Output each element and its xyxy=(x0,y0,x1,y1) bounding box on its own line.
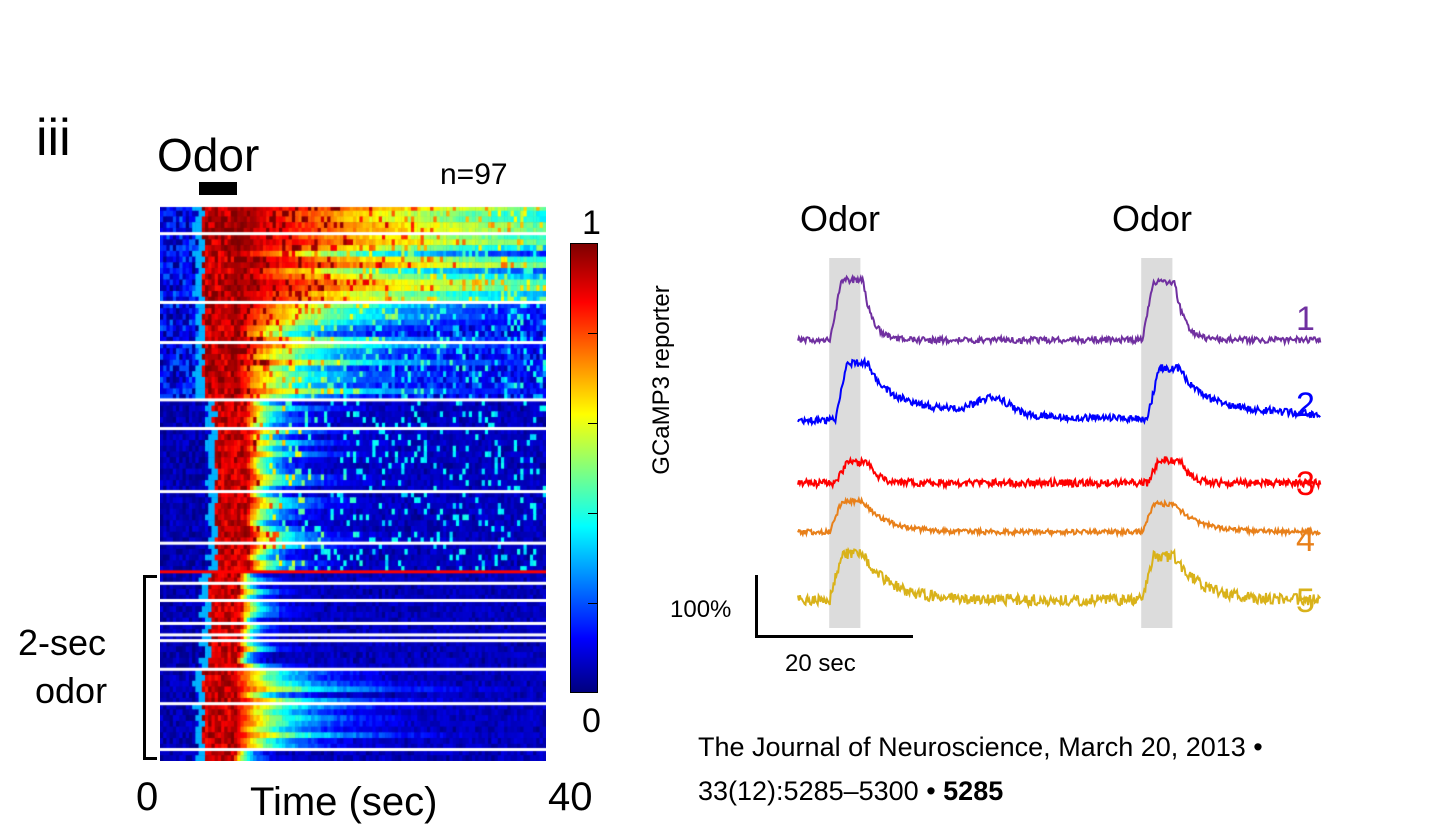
group-label: odor xyxy=(35,670,108,711)
colorbar-tick xyxy=(588,603,598,604)
trace-series-3 xyxy=(797,455,1322,491)
colorbar-tick xyxy=(588,513,598,514)
group-label: 2-sec xyxy=(18,622,107,663)
colorbar-tick xyxy=(588,423,598,424)
colorbar-max-label: 1 xyxy=(582,204,601,242)
n-count-label: n=97 xyxy=(440,158,508,191)
scalebar-y-label: 100% xyxy=(670,596,732,623)
trace-label: 1 xyxy=(1296,300,1315,338)
citation-volume: 33(12):5285–5300 • xyxy=(698,776,944,806)
panel-label: iii xyxy=(36,109,71,167)
trace-label: 5 xyxy=(1296,582,1315,620)
citation-line-2: 33(12):5285–5300 • 5285 xyxy=(698,776,1003,807)
citation-page: 5285 xyxy=(943,776,1004,806)
heatmap-odor-label: Odor xyxy=(157,129,260,181)
trace-series-2 xyxy=(797,356,1321,427)
trace-label: 4 xyxy=(1296,521,1315,559)
scalebar-horizontal xyxy=(755,635,913,638)
colorbar xyxy=(570,243,598,693)
scalebar-x-label: 20 sec xyxy=(785,650,856,677)
x-tick-label: 0 xyxy=(136,775,159,819)
odor-label-1: Odor xyxy=(800,198,881,239)
trace-series-4 xyxy=(797,495,1322,539)
trace-label: 2 xyxy=(1296,386,1315,424)
odor-shade xyxy=(829,258,861,628)
group-bracket xyxy=(143,575,157,760)
odor-stimulus-bar xyxy=(199,182,237,195)
citation-line-1: The Journal of Neuroscience, March 20, 2… xyxy=(698,732,1263,762)
x-axis-label: Time (sec) xyxy=(250,780,438,824)
odor-shade xyxy=(1141,258,1173,628)
x-tick-label: 40 xyxy=(548,775,593,819)
scalebar-vertical xyxy=(755,575,758,637)
trace-label: 3 xyxy=(1296,465,1315,503)
odor-label-2: Odor xyxy=(1112,198,1193,239)
trace-series-1 xyxy=(797,273,1322,347)
colorbar-min-label: 0 xyxy=(582,702,601,740)
colorbar-tick xyxy=(588,333,598,334)
heatmap xyxy=(160,205,546,761)
trace-series-5 xyxy=(797,546,1322,610)
